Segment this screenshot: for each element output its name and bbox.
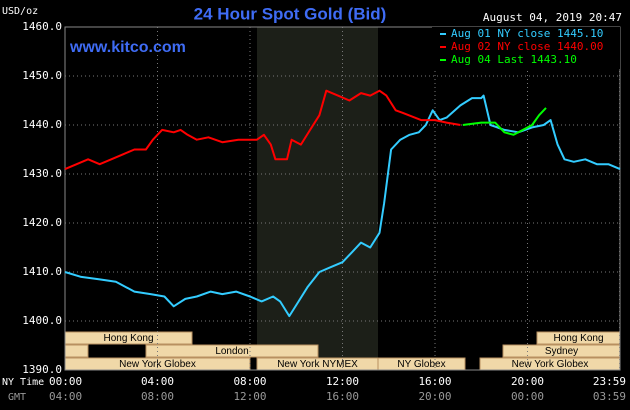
timestamp: August 04, 2019 20:47 — [483, 11, 622, 24]
legend-label: Aug 01 NY close 1445.10 — [451, 27, 603, 40]
gmt-tick-label: 20:00 — [418, 390, 451, 403]
gmt-tick-label: 16:00 — [326, 390, 359, 403]
session-box — [64, 344, 89, 358]
x-tick-label: 12:00 — [326, 375, 359, 388]
x-tick-label: 20:00 — [511, 375, 544, 388]
session-label: Sydney — [545, 346, 578, 357]
gmt-tick-label: 08:00 — [141, 390, 174, 403]
y-tick-label: 1430.0 — [22, 167, 62, 180]
session-label: Hong Kong — [103, 333, 153, 344]
x-tick-label: 00:00 — [49, 375, 82, 388]
y-tick-label: 1450.0 — [22, 69, 62, 82]
session-label: New York NYMEX — [277, 359, 358, 370]
session-label: New York Globex — [119, 359, 196, 370]
x-tick-label: 23:59 — [593, 375, 626, 388]
legend-label: Aug 04 Last 1443.10 — [451, 53, 577, 66]
y-tick-label: 1410.0 — [22, 265, 62, 278]
series-line — [64, 94, 621, 318]
gmt-tick-label: 00:00 — [511, 390, 544, 403]
series-line — [64, 89, 461, 171]
y-tick-label: 1440.0 — [22, 118, 62, 131]
gmt-tick-label: 12:00 — [233, 390, 266, 403]
x-label-bottom: GMT — [8, 392, 26, 403]
y-tick-label: 1390.0 — [22, 363, 62, 376]
y-unit: USD/oz — [2, 6, 38, 17]
plot-frame — [64, 26, 621, 371]
x-tick-label: 16:00 — [418, 375, 451, 388]
session-label: NY Globex — [397, 359, 445, 370]
gmt-tick-label: 04:00 — [49, 390, 82, 403]
x-label-top: NY Time — [2, 377, 44, 388]
nymex-shade — [257, 27, 378, 370]
session-label: New York Globex — [512, 359, 589, 370]
series-line — [462, 107, 547, 136]
session-box — [145, 344, 319, 358]
y-tick-label: 1420.0 — [22, 216, 62, 229]
x-tick-label: 08:00 — [233, 375, 266, 388]
watermark: www.kitco.com — [69, 39, 186, 56]
x-tick-label: 04:00 — [141, 375, 174, 388]
session-label: London — [215, 346, 248, 357]
legend-label: Aug 02 NY close 1440.00 — [451, 40, 603, 53]
y-tick-label: 1400.0 — [22, 314, 62, 327]
y-tick-label: 1460.0 — [22, 20, 62, 33]
session-label: Hong Kong — [553, 333, 603, 344]
chart-title: 24 Hour Spot Gold (Bid) — [194, 4, 387, 23]
legend-box — [432, 27, 620, 69]
gmt-tick-label: 03:59 — [593, 390, 626, 403]
